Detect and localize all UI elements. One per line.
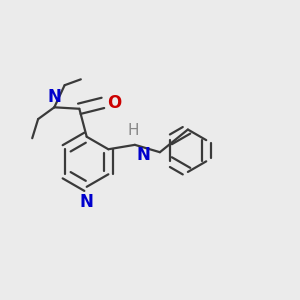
Text: N: N: [136, 146, 150, 164]
Text: O: O: [107, 94, 122, 112]
Text: H: H: [128, 123, 139, 138]
Text: N: N: [47, 88, 61, 106]
Text: N: N: [80, 193, 94, 211]
